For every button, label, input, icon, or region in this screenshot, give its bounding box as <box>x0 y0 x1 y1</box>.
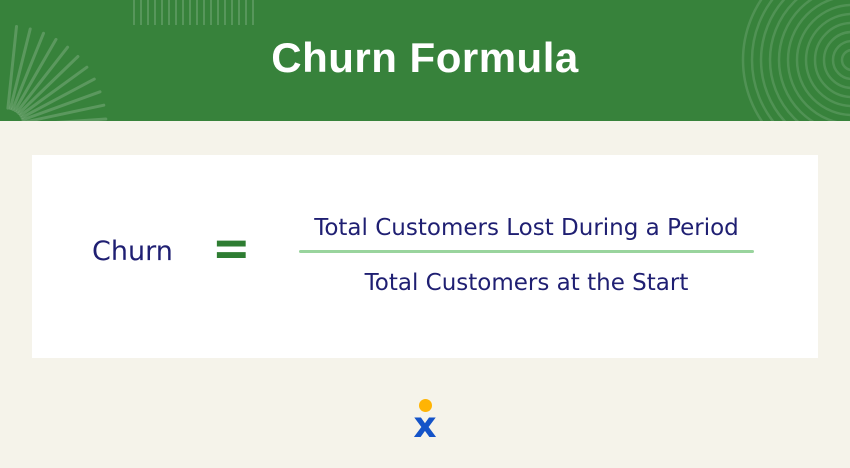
concentric-circles-pattern <box>741 0 850 121</box>
header-banner: Churn Formula <box>0 0 850 121</box>
formula-fraction: Total Customers Lost During a Period Tot… <box>299 205 754 313</box>
header-decoration-patterns <box>6 0 850 121</box>
formula-numerator: Total Customers Lost During a Period <box>314 214 739 241</box>
formula-denominator: Total Customers at the Start <box>364 270 689 296</box>
vertical-stripes-pattern <box>130 0 258 25</box>
sunburst-rays-pattern <box>6 25 108 121</box>
formula-card: Churn = Total Customers Lost During a Pe… <box>32 155 818 358</box>
fraction-line <box>299 250 754 253</box>
logo-dot-icon <box>418 399 432 412</box>
brand-logo: x <box>0 399 850 446</box>
logo-x-icon: x <box>413 405 437 446</box>
formula-lhs-label: Churn <box>92 236 173 267</box>
equals-sign: = <box>212 218 251 278</box>
page-title: Churn Formula <box>271 34 579 81</box>
